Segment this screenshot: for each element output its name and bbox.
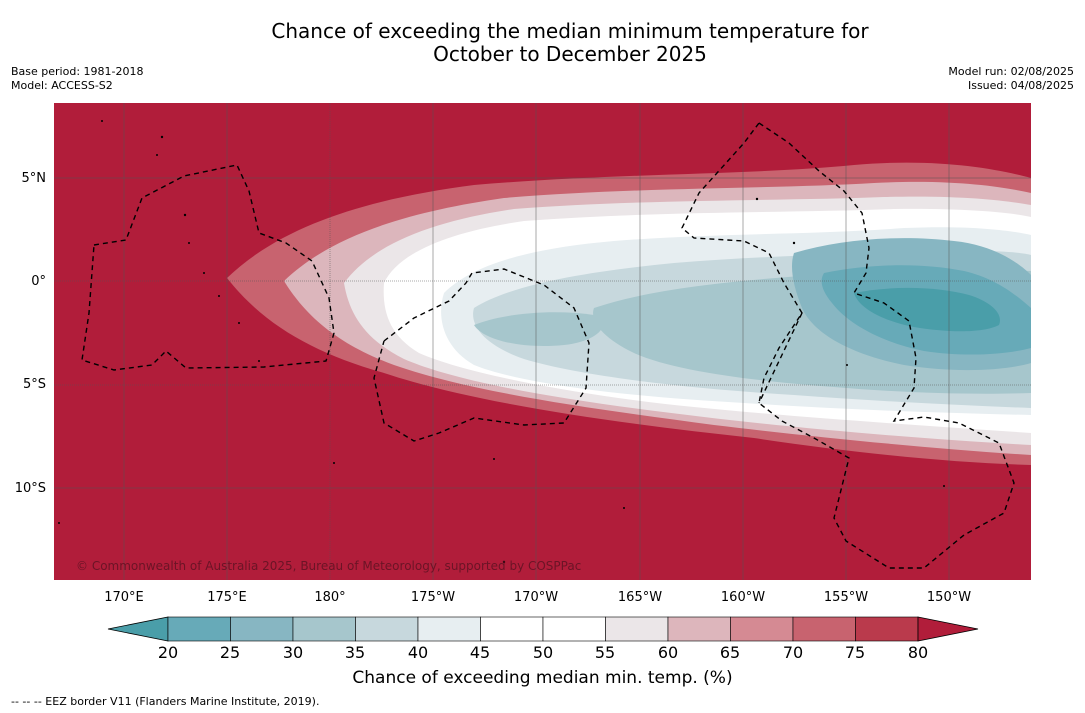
cb-tick: 45 [469,643,491,662]
lat-label-5s: 5°S [22,377,46,392]
islands [58,120,945,564]
cb-tick: 55 [594,643,616,662]
graticule [54,103,1031,580]
lon-label-170e: 170°E [104,590,144,605]
cb-cell [792,616,856,642]
base-period: Base period: 1981-2018 [11,65,144,78]
meta-left: Base period: 1981-2018 Model: ACCESS-S2 [11,65,143,93]
cb-cell [730,616,794,642]
cb-tick: 35 [344,643,366,662]
cb-cell [355,616,419,642]
cb-tick: 20 [157,643,179,662]
lat-label-5n: 5°N [21,171,47,186]
model-name: Model: ACCESS-S2 [11,79,113,92]
cb-cell [417,616,481,642]
cb-tick: 65 [719,643,741,662]
eez-footnote: -- -- -- EEZ border V11 (Flanders Marine… [11,695,320,708]
lon-label-160w: 160°W [720,590,766,605]
cb-tick: 40 [407,643,429,662]
title-line-1: Chance of exceeding the median minimum t… [271,19,869,43]
title-line-2: October to December 2025 [433,42,707,66]
cb-cell [605,616,669,642]
colorbar-label: Chance of exceeding median min. temp. (%… [352,668,733,688]
forecast-map: © Commonwealth of Australia 2025, Bureau… [54,103,1031,580]
colorbar [107,616,979,642]
cb-tick: 75 [844,643,866,662]
lon-label-155w: 155°W [823,590,869,605]
cb-cell [855,616,919,642]
cb-extend-high [917,616,979,642]
lon-label-170w: 170°W [513,590,559,605]
issued-date: Issued: 04/08/2025 [967,79,1074,92]
colorbar-cells [107,616,979,642]
cb-cell [480,616,544,642]
cb-tick: 50 [532,643,554,662]
cb-tick: 80 [907,643,929,662]
cb-extend-low [107,616,169,642]
lon-label-165w: 165°W [617,590,663,605]
lon-label-150w: 150°W [926,590,972,605]
lon-label-175e: 175°E [207,590,247,605]
cb-cell [230,616,294,642]
cb-tick: 70 [782,643,804,662]
model-run: Model run: 02/08/2025 [948,65,1074,78]
copyright-notice: © Commonwealth of Australia 2025, Bureau… [76,559,581,573]
cb-tick: 60 [657,643,679,662]
cb-tick: 25 [219,643,241,662]
eez-borders [81,122,1015,569]
lon-label-180: 180° [314,590,346,605]
meta-right: Model run: 02/08/2025 Issued: 04/08/2025 [948,65,1074,93]
probability-field [227,162,1031,465]
cb-cell [542,616,606,642]
map-title: Chance of exceeding the median minimum t… [0,20,1085,66]
cb-cell [167,616,231,642]
cb-cell [292,616,356,642]
lat-label-0: 0° [31,274,46,289]
cb-tick: 30 [282,643,304,662]
lat-label-10s: 10°S [14,481,46,496]
lon-label-175w: 175°W [410,590,456,605]
cb-cell [667,616,731,642]
